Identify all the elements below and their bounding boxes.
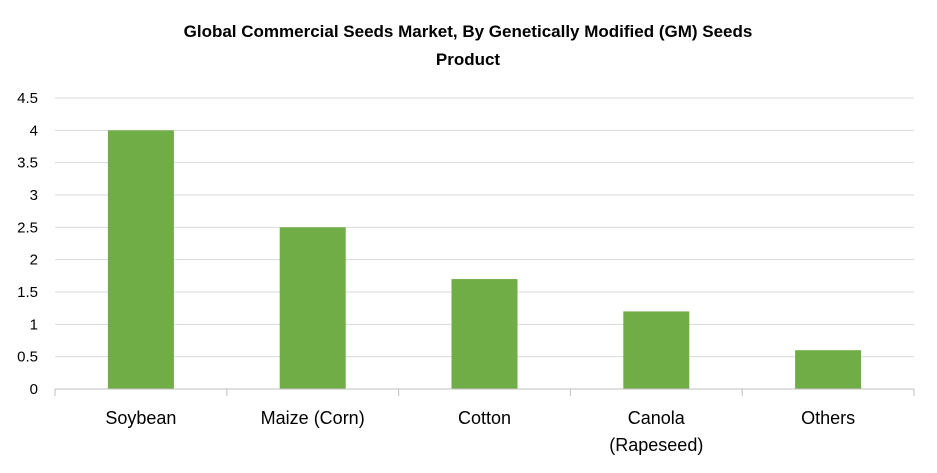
y-tick-label: 3 bbox=[30, 187, 38, 204]
x-tick-label: Maize (Corn) bbox=[261, 408, 365, 428]
chart-title-line-1: Global Commercial Seeds Market, By Genet… bbox=[184, 22, 753, 41]
chart-title: Global Commercial Seeds Market, By Genet… bbox=[184, 22, 753, 69]
x-tick-label: Canola bbox=[628, 408, 686, 428]
y-tick-label: 2 bbox=[30, 252, 38, 269]
bar bbox=[451, 279, 518, 389]
x-tick-label: Others bbox=[801, 408, 855, 428]
y-tick-label: 4 bbox=[30, 122, 38, 139]
bar bbox=[795, 350, 862, 389]
y-tick-label: 4.5 bbox=[17, 90, 38, 107]
x-axis-tick-labels: Soybean Maize (Corn) Cotton Canola (Rapeseed… bbox=[105, 408, 855, 455]
y-tick-label: 1 bbox=[30, 316, 38, 333]
x-axis bbox=[54, 388, 915, 396]
x-tick-label: Soybean bbox=[105, 408, 176, 428]
y-tick-label: 1.5 bbox=[17, 284, 38, 301]
x-tick-label: (Rapeseed) bbox=[609, 435, 703, 455]
y-tick-label: 3.5 bbox=[17, 155, 38, 172]
gridlines bbox=[55, 97, 914, 358]
bar bbox=[107, 130, 174, 390]
y-tick-label: 0 bbox=[30, 381, 38, 398]
bars bbox=[107, 130, 862, 390]
x-tick-label: Cotton bbox=[458, 408, 511, 428]
chart-title-line-2: Product bbox=[436, 50, 501, 69]
bar bbox=[623, 311, 690, 389]
y-axis-tick-labels: 0 0.5 1 1.5 2 2.5 3 3.5 4 4.5 bbox=[17, 90, 38, 398]
y-tick-label: 2.5 bbox=[17, 219, 38, 236]
y-tick-label: 0.5 bbox=[17, 349, 38, 366]
bar bbox=[279, 227, 346, 389]
